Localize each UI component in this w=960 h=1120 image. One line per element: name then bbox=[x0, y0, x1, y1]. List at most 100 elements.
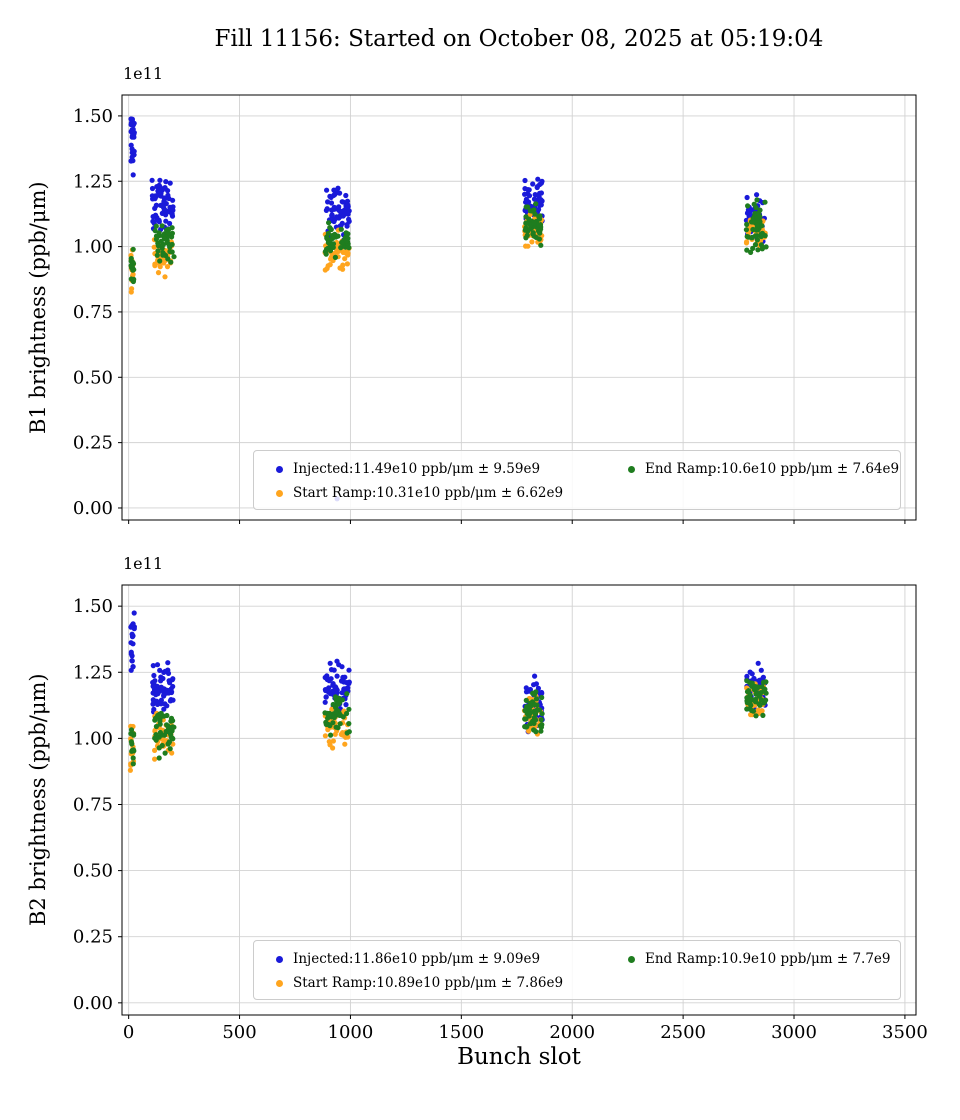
scatter-point bbox=[128, 649, 134, 655]
scatter-point bbox=[531, 682, 537, 688]
scatter-point bbox=[158, 701, 164, 707]
scatter-point bbox=[531, 220, 537, 226]
scatter-point bbox=[533, 696, 540, 702]
scatter-point bbox=[340, 677, 346, 683]
scatter-point bbox=[330, 235, 336, 241]
scatter-point bbox=[331, 204, 337, 210]
scatter-point bbox=[328, 732, 334, 738]
legend-label-end-ramp: End Ramp:10.6e10 ppb/μm ± 7.64e9 bbox=[645, 461, 900, 477]
scatter-point bbox=[757, 214, 763, 220]
scatter-point bbox=[749, 707, 755, 714]
scatter-point bbox=[539, 694, 545, 701]
scatter-point bbox=[153, 735, 159, 741]
scatter-point bbox=[343, 192, 349, 199]
scatter-point bbox=[539, 711, 545, 717]
scatter-point bbox=[752, 242, 759, 248]
scatter-point bbox=[335, 189, 341, 196]
scatter-point bbox=[743, 227, 750, 233]
scatter-point bbox=[154, 662, 161, 668]
scatter-point bbox=[150, 663, 156, 669]
scatter-point bbox=[533, 729, 539, 735]
scatter-point bbox=[531, 207, 537, 213]
scatter-point bbox=[744, 247, 750, 253]
scatter-point bbox=[522, 227, 528, 233]
scatter-point bbox=[753, 226, 759, 233]
scatter-point bbox=[341, 686, 347, 692]
scatter-point bbox=[154, 252, 160, 258]
scatter-point bbox=[342, 741, 348, 747]
scatter-point bbox=[170, 697, 176, 703]
scatter-point bbox=[161, 207, 167, 213]
scatter-point bbox=[759, 684, 765, 690]
axes-B1: 0.00 0.25 0.50 0.75 1.00 1.25 1.50 bbox=[73, 94, 917, 524]
scatter-point bbox=[760, 674, 767, 680]
scatter-point bbox=[150, 679, 156, 686]
scatter-point bbox=[539, 689, 545, 696]
series-start_ramp bbox=[128, 212, 768, 295]
scatter-point bbox=[346, 729, 352, 735]
scatter-point bbox=[535, 176, 541, 182]
scatter-point bbox=[155, 188, 161, 194]
scatter-point bbox=[129, 286, 135, 292]
legend-entry-end-ramp: End Ramp:10.6e10 ppb/μm ± 7.64e9 bbox=[628, 461, 899, 477]
scatter-point bbox=[344, 261, 350, 267]
scatter-point bbox=[758, 667, 764, 673]
legend-marker-injected-icon bbox=[276, 465, 283, 473]
scatter-point bbox=[166, 739, 172, 745]
scatter-point bbox=[327, 742, 333, 748]
scatter-point bbox=[523, 214, 529, 220]
scatter-point bbox=[131, 626, 137, 632]
scatter-point bbox=[522, 707, 528, 714]
scatter-point bbox=[329, 212, 335, 218]
scatter-point bbox=[750, 245, 756, 251]
scatter-point bbox=[149, 177, 155, 183]
legend-marker-end-ramp-icon bbox=[628, 465, 635, 473]
scatter-point bbox=[332, 217, 338, 223]
scatter-point bbox=[158, 674, 164, 680]
series-injected bbox=[128, 116, 768, 502]
scatter-point bbox=[162, 750, 168, 756]
scatter-point bbox=[327, 691, 334, 697]
x-tick-label: 1500 bbox=[438, 1022, 484, 1043]
scatter-point bbox=[156, 182, 162, 188]
scatter-point bbox=[167, 248, 173, 255]
scatter-point bbox=[155, 248, 161, 254]
scatter-point bbox=[532, 673, 538, 679]
y-tick-label: 0.00 bbox=[73, 993, 113, 1014]
scatter-point bbox=[346, 706, 352, 712]
scatter-point bbox=[337, 265, 343, 271]
scatter-point bbox=[333, 709, 339, 715]
x-tick-label: 3500 bbox=[882, 1022, 928, 1043]
scatter-point bbox=[336, 700, 342, 706]
scatter-point bbox=[328, 194, 334, 200]
scatter-point bbox=[537, 202, 543, 208]
scatter-point bbox=[744, 706, 750, 712]
b2-legend-col1: Injected:11.86e10 ppb/μm ± 9.09e9 Start … bbox=[276, 951, 628, 991]
x-tick-label: 3000 bbox=[771, 1022, 817, 1043]
scatter-point bbox=[757, 702, 763, 708]
scatter-point bbox=[155, 243, 161, 249]
scatter-point bbox=[754, 192, 760, 198]
scatter-point bbox=[523, 204, 529, 210]
y-tick-label: 0.75 bbox=[73, 302, 113, 323]
scatter-point bbox=[539, 178, 545, 184]
scatter-point bbox=[748, 249, 754, 255]
scatter-point bbox=[157, 729, 163, 736]
scatter-point bbox=[754, 197, 760, 203]
y-tick-label: 1.50 bbox=[73, 596, 113, 617]
x-tick-label: 2500 bbox=[660, 1022, 706, 1043]
scatter-point bbox=[762, 199, 768, 205]
scatter-point bbox=[163, 728, 169, 735]
scatter-point bbox=[538, 226, 544, 232]
scatter-point bbox=[330, 681, 336, 687]
scatter-point bbox=[154, 687, 160, 693]
scatter-point bbox=[165, 256, 171, 262]
scatter-point bbox=[527, 700, 533, 707]
scatter-point bbox=[525, 243, 531, 249]
scatter-point bbox=[346, 216, 352, 222]
figure-title: Fill 11156: Started on October 08, 2025 … bbox=[214, 26, 824, 52]
scatter-point bbox=[340, 714, 346, 720]
scatter-point bbox=[535, 222, 542, 228]
b2-legend-col2: End Ramp:10.9e10 ppb/μm ± 7.7e9 bbox=[628, 951, 891, 991]
scatter-point bbox=[331, 713, 337, 720]
